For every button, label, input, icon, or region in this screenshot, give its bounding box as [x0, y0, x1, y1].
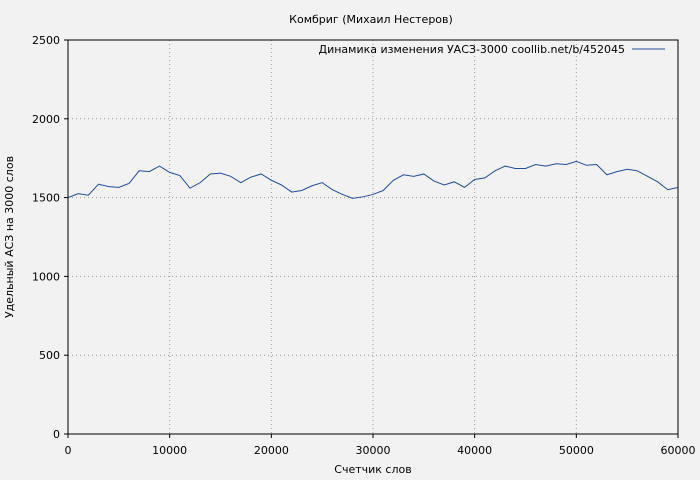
legend-label: Динамика изменения УАСЗ-3000 coollib.net…: [319, 43, 626, 56]
legend: Динамика изменения УАСЗ-3000 coollib.net…: [319, 43, 665, 56]
y-tick-label: 1000: [32, 270, 60, 283]
x-tick-label: 50000: [559, 444, 594, 457]
x-tick-label: 0: [65, 444, 72, 457]
x-tick-label: 40000: [457, 444, 492, 457]
y-tick-label: 500: [39, 349, 60, 362]
x-tick-label: 10000: [152, 444, 187, 457]
y-tick-label: 2000: [32, 113, 60, 126]
y-tick-label: 1500: [32, 192, 60, 205]
y-tick-label: 2500: [32, 34, 60, 47]
grid-layer: [68, 40, 678, 434]
ticks-layer: 0 10000 20000 30000 40000 50000 60000 0 500 1000 1…: [32, 34, 696, 457]
x-tick-label: 20000: [254, 444, 289, 457]
x-tick-label: 30000: [356, 444, 391, 457]
y-tick-label: 0: [53, 428, 60, 441]
y-axis-title: Удельный АСЗ на 3000 слов: [3, 156, 16, 318]
series-line: [67, 160, 679, 199]
x-tick-label: 60000: [661, 444, 696, 457]
series-layer: [67, 160, 679, 199]
chart-title: Комбриг (Михаил Нестеров): [289, 13, 453, 26]
x-axis-title: Счетчик слов: [334, 463, 411, 476]
